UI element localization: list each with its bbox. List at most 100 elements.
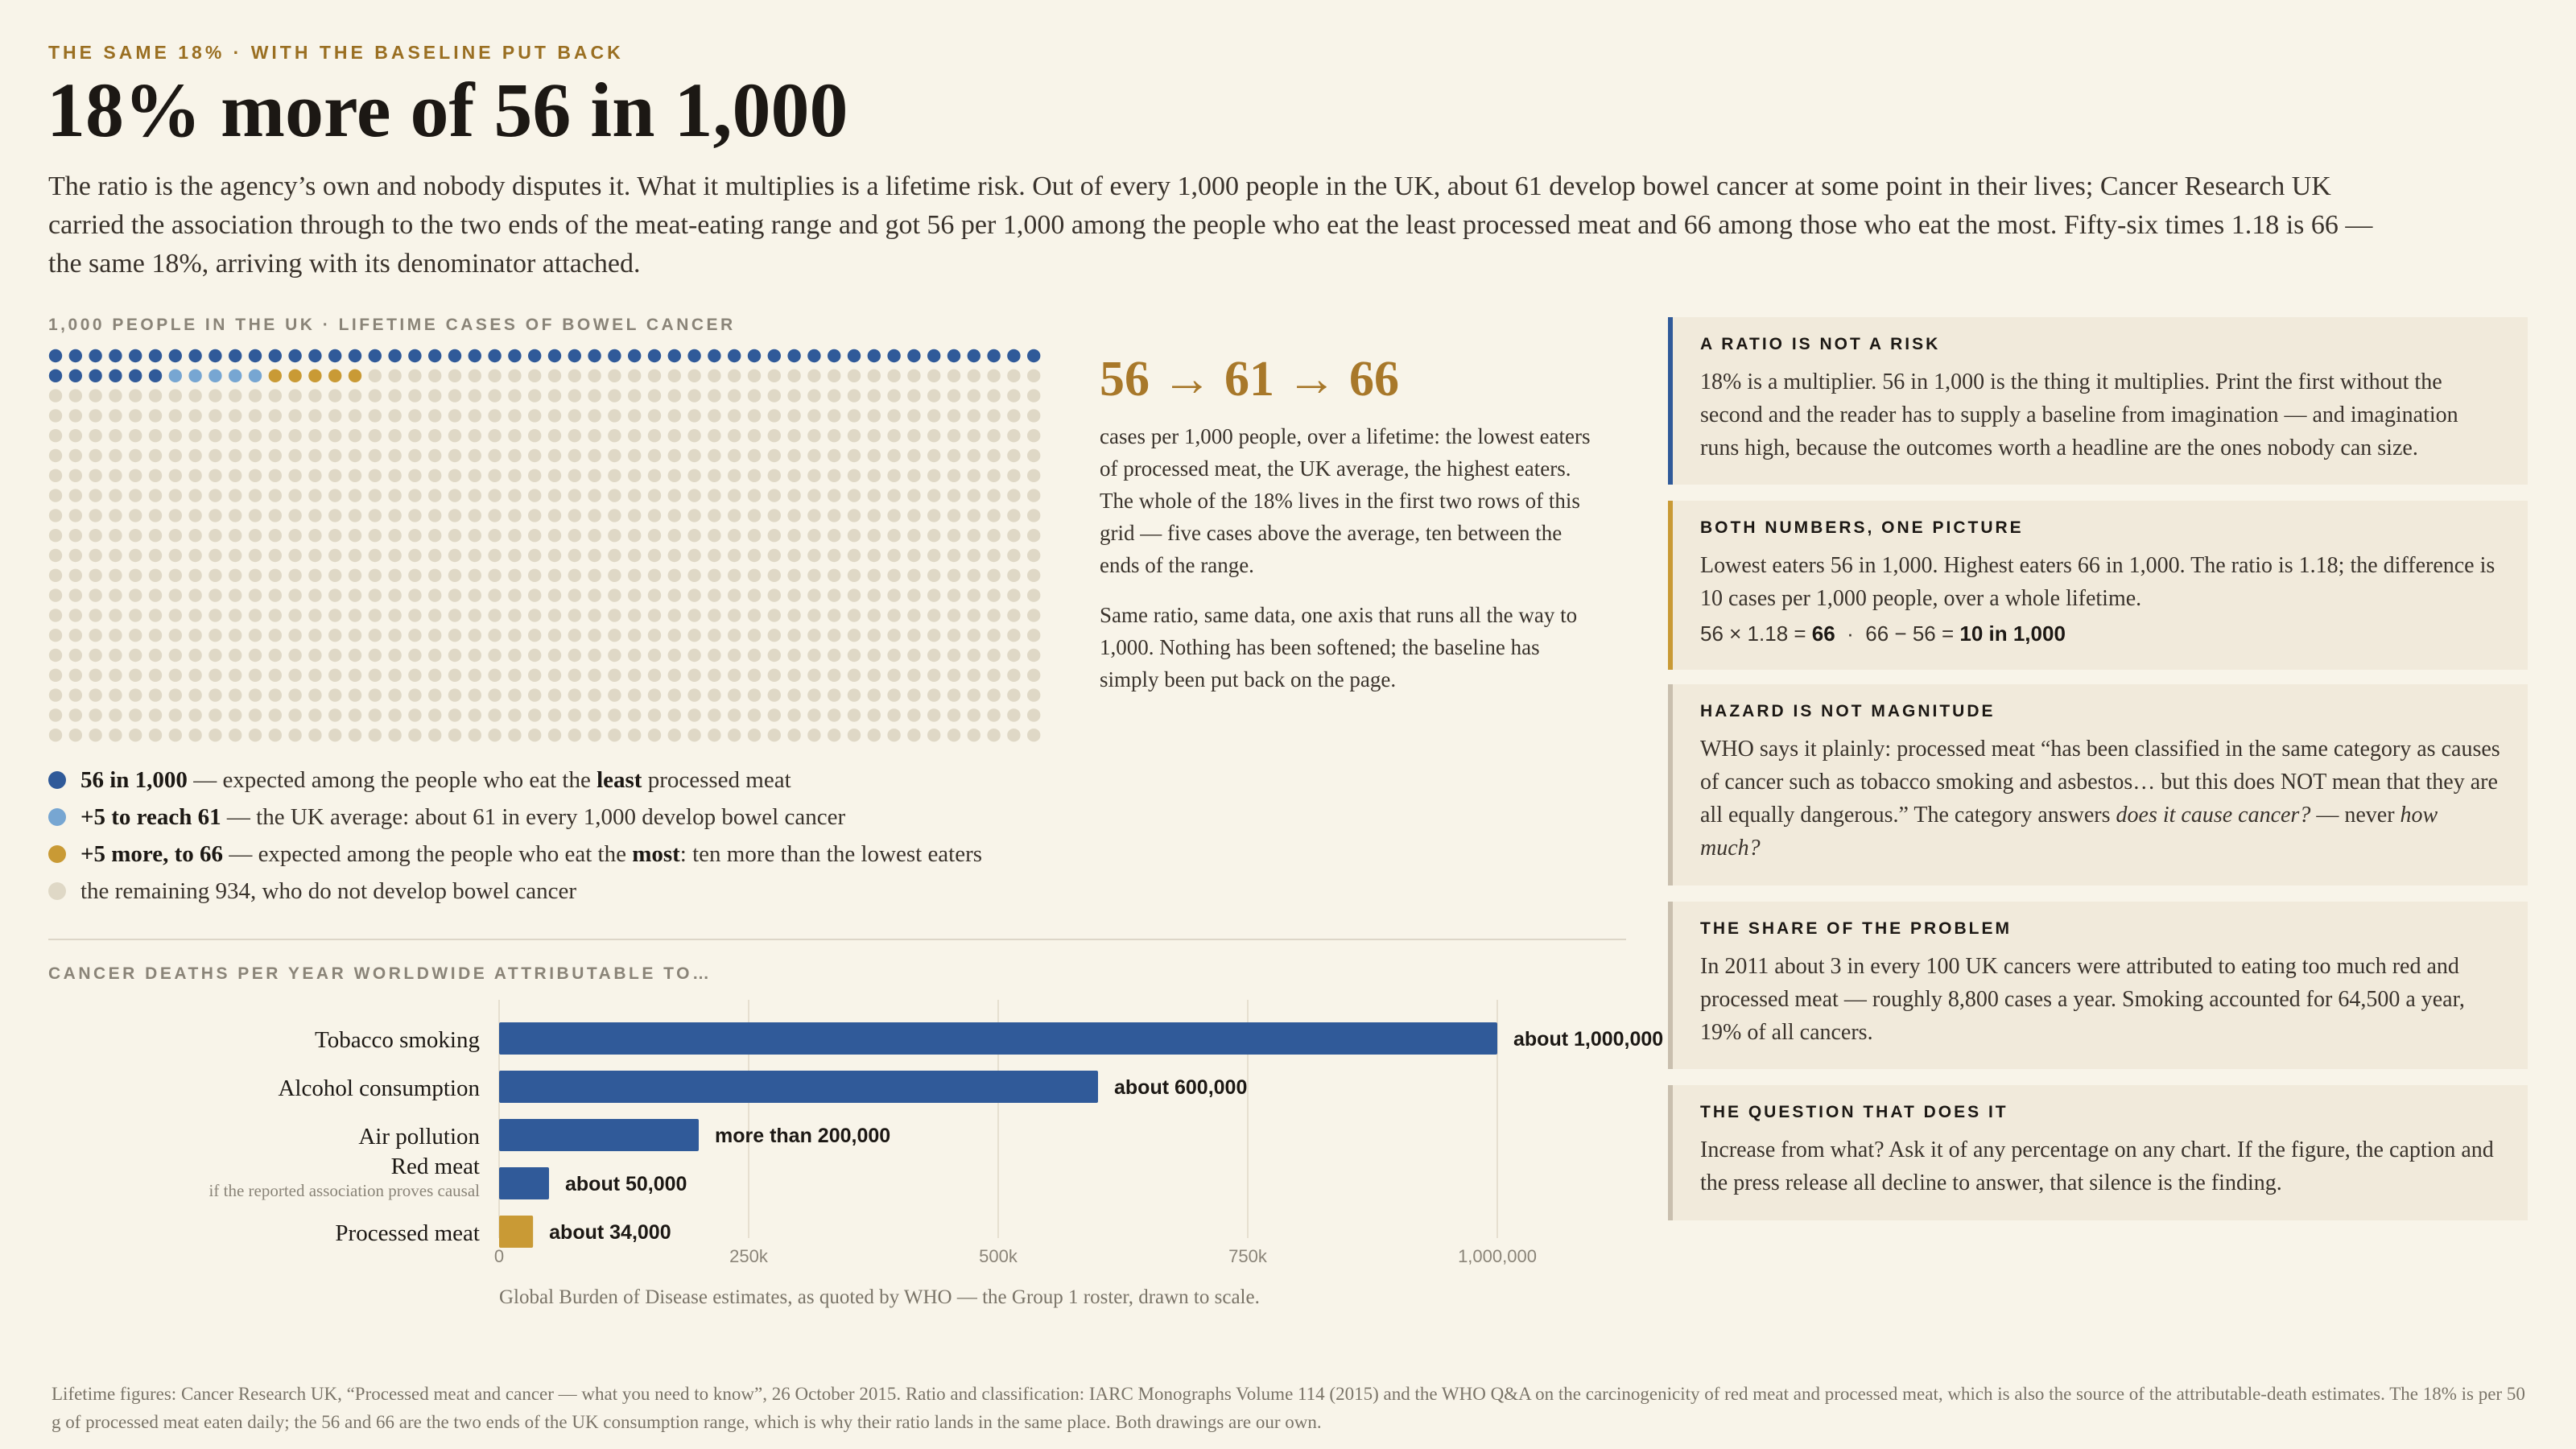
dot-remaining [308,389,322,402]
flow-explainer: cases per 1,000 people, over a lifetime:… [1100,424,1591,577]
dot-remaining [388,729,402,742]
dot-lowest [508,349,522,363]
dot-remaining [188,548,202,563]
dot-remaining [288,609,302,622]
dot-remaining [628,469,642,482]
dot-remaining [528,409,542,423]
dot-remaining [89,668,102,682]
dot-remaining [109,708,122,722]
dot-remaining [667,389,681,402]
dot-remaining [828,469,841,482]
dot-remaining [1007,668,1021,682]
dot-remaining [188,409,202,423]
dot-remaining [368,548,382,563]
dot-remaining [807,448,821,463]
dot-remaining [129,548,142,563]
dot-remaining [328,469,342,482]
dot-remaining [687,409,701,423]
dot-remaining [747,429,762,443]
dot-lowest [628,349,642,363]
dot-remaining [887,369,901,382]
legend-item-highest: +5 more, to 66 — expected among the peop… [48,836,982,873]
dot-remaining [767,529,781,543]
dot-remaining [248,729,262,742]
dot-remaining [1027,369,1041,382]
dot-remaining [747,548,762,563]
dot-remaining [588,668,601,682]
dot-remaining [887,688,901,702]
dot-remaining [647,409,662,423]
dot-remaining [508,429,522,443]
dot-lowest [148,369,163,382]
dot-remaining [308,609,322,622]
dot-remaining [787,429,801,443]
dot-remaining [408,369,422,382]
dot-remaining [348,688,362,702]
dot-remaining [89,429,102,443]
dot-remaining [828,568,841,582]
bar [499,1071,1098,1103]
dot-remaining [728,389,741,402]
dot-remaining [728,729,741,742]
dot-remaining [109,489,122,502]
dot-remaining [1027,469,1041,482]
dot-lowest [408,349,422,363]
dot-lowest [148,349,163,363]
dot-lowest [647,349,662,363]
dot-remaining [308,429,322,443]
dot-remaining [428,648,442,663]
dot-lowest [867,349,881,363]
dot-remaining [767,448,781,463]
dot-remaining [728,648,741,663]
dot-remaining [967,609,981,622]
dot-remaining [807,369,821,382]
dot-remaining [148,409,163,423]
dot-remaining [647,729,662,742]
dot-remaining [547,529,562,543]
dot-remaining [129,668,142,682]
dot-remaining [508,588,522,602]
dot-remaining [368,429,382,443]
dot-remaining [667,529,681,543]
dot-remaining [208,668,222,682]
dot-remaining [947,588,961,602]
dot-remaining [747,648,762,663]
dot-remaining [728,708,741,722]
dot-remaining [48,708,63,722]
dot-remaining [109,568,122,582]
dot-remaining [408,529,422,543]
dot-remaining [168,629,182,642]
dot-remaining [708,469,721,482]
dot-remaining [48,568,63,582]
dot-lowest [129,349,142,363]
dot-remaining [667,588,681,602]
dot-remaining [208,469,222,482]
dot-remaining [568,448,581,463]
dot-remaining [188,429,202,443]
dot-remaining [608,509,621,522]
dot-remaining [807,509,821,522]
dot-remaining [947,729,961,742]
dot-lowest [89,369,102,382]
dot-remaining [807,429,821,443]
bar-value-label: about 1,000,000 [1513,1028,1663,1051]
dot-remaining [368,389,382,402]
dot-remaining [907,548,921,563]
dot-remaining [229,409,242,423]
dot-remaining [708,548,721,563]
dot-remaining [787,729,801,742]
dot-remaining [48,648,63,663]
dot-remaining [408,609,422,622]
dot-remaining [987,609,1001,622]
dot-remaining [448,409,462,423]
dot-remaining [268,548,282,563]
dot-remaining [1027,609,1041,622]
dot-remaining [188,668,202,682]
dot-remaining [508,448,522,463]
dot-remaining [847,409,861,423]
dot-remaining [388,429,402,443]
dot-remaining [268,568,282,582]
dot-remaining [68,489,82,502]
dot-remaining [708,529,721,543]
dot-remaining [508,369,522,382]
